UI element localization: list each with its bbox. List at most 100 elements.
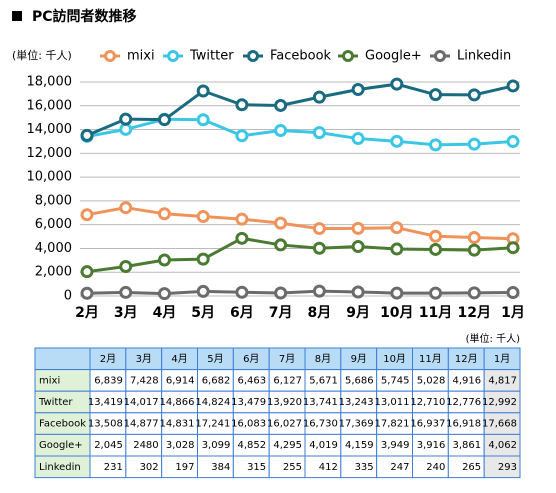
table-value: 13,011 <box>375 397 410 408</box>
data-point <box>119 112 133 126</box>
table-value: 16,083 <box>231 419 266 430</box>
table-value: 13,419 <box>88 397 123 408</box>
data-point <box>351 83 365 97</box>
table-value: 4,295 <box>273 440 302 451</box>
table-value: 4,916 <box>453 375 482 386</box>
table-value: 240 <box>426 462 445 473</box>
table-header: 4月 <box>171 353 187 365</box>
table-value: 6,914 <box>166 375 195 386</box>
data-point <box>196 252 210 266</box>
table-corner <box>34 347 91 371</box>
table-value: 4,817 <box>488 375 517 386</box>
table-header: 8月 <box>315 353 331 365</box>
unit-note: (単位: 千人) <box>12 48 72 62</box>
y-tick-label: 8,000 <box>35 193 72 208</box>
table-header: 9月 <box>351 353 367 365</box>
x-tick-label: 11月 <box>419 305 452 321</box>
data-point <box>312 90 326 104</box>
table-value: 5,686 <box>345 375 374 386</box>
x-tick-label: 5月 <box>191 305 215 321</box>
table-value: 4,852 <box>238 440 267 451</box>
data-point <box>119 122 133 136</box>
data-point <box>235 285 249 299</box>
legend-label: Facebook <box>270 49 332 64</box>
table-value: 17,821 <box>375 419 410 430</box>
table-row-header: Google+ <box>39 440 83 451</box>
data-point <box>274 98 288 112</box>
table-value: 5,745 <box>381 375 410 386</box>
table-value: 384 <box>211 462 230 473</box>
legend-marker <box>434 50 446 62</box>
data-point <box>196 284 210 298</box>
table-value: 12,776 <box>446 397 481 408</box>
table-value: 3,916 <box>417 440 446 451</box>
table-value: 3,028 <box>166 440 195 451</box>
table-value: 247 <box>390 462 409 473</box>
data-point <box>429 88 443 102</box>
legend-label: Google+ <box>365 49 422 64</box>
table-value: 6,127 <box>273 375 302 386</box>
table-header: 12月 <box>455 353 478 365</box>
data-point <box>80 286 94 300</box>
series-line <box>86 289 514 296</box>
data-point <box>467 137 481 151</box>
table-value: 7,428 <box>130 375 159 386</box>
table-value: 12,992 <box>482 397 517 408</box>
y-tick-label: 2,000 <box>35 265 72 280</box>
data-point <box>274 216 288 230</box>
table-row-header: mixi <box>39 375 60 386</box>
legend-marker <box>104 50 116 62</box>
data-point <box>506 79 520 93</box>
table-header: 1月 <box>494 353 510 365</box>
data-point <box>467 243 481 257</box>
legend-marker <box>342 50 354 62</box>
data-point <box>196 84 210 98</box>
data-point <box>390 221 404 235</box>
data-point <box>506 135 520 149</box>
table-value: 2,045 <box>94 440 123 451</box>
legend-label: Linkedin <box>457 49 511 64</box>
table-value: 2480 <box>133 440 158 451</box>
table-value: 12,710 <box>410 397 445 408</box>
x-tick-label: 2月 <box>75 305 99 321</box>
table-value: 412 <box>319 462 338 473</box>
data-point <box>467 88 481 102</box>
table-value: 4,019 <box>309 440 338 451</box>
data-point <box>157 287 171 301</box>
x-tick-label: 7月 <box>269 305 293 321</box>
data-point <box>312 222 326 236</box>
table-value: 13,920 <box>267 397 302 408</box>
data-point <box>390 77 404 91</box>
data-point <box>351 240 365 254</box>
chart-title: PC訪問者数推移 <box>32 8 137 25</box>
x-tick-label: 10月 <box>380 305 413 321</box>
series-line <box>86 206 514 241</box>
data-point <box>274 286 288 300</box>
series-line <box>86 82 514 137</box>
table-value: 16,730 <box>303 419 338 430</box>
data-point <box>80 265 94 279</box>
data-point <box>312 241 326 255</box>
table-value: 231 <box>104 462 123 473</box>
table-value: 13,508 <box>88 419 123 430</box>
y-tick-label: 0 <box>64 289 72 304</box>
y-tick-label: 4,000 <box>35 241 72 256</box>
y-tick-label: 12,000 <box>27 146 73 161</box>
table-value: 265 <box>462 462 481 473</box>
data-point <box>429 286 443 300</box>
data-point <box>467 286 481 300</box>
x-tick-label: 1月 <box>501 305 525 321</box>
legend-marker <box>167 50 179 62</box>
data-point <box>157 207 171 221</box>
data-point <box>235 129 249 143</box>
data-point <box>390 134 404 148</box>
table-value: 4,062 <box>488 440 517 451</box>
table-value: 17,369 <box>339 419 374 430</box>
table-value: 3,949 <box>381 440 410 451</box>
data-point <box>312 284 326 298</box>
data-point <box>467 231 481 245</box>
series-line <box>86 236 514 274</box>
table-value: 293 <box>498 462 517 473</box>
data-point <box>429 242 443 256</box>
table-cell <box>483 455 521 479</box>
